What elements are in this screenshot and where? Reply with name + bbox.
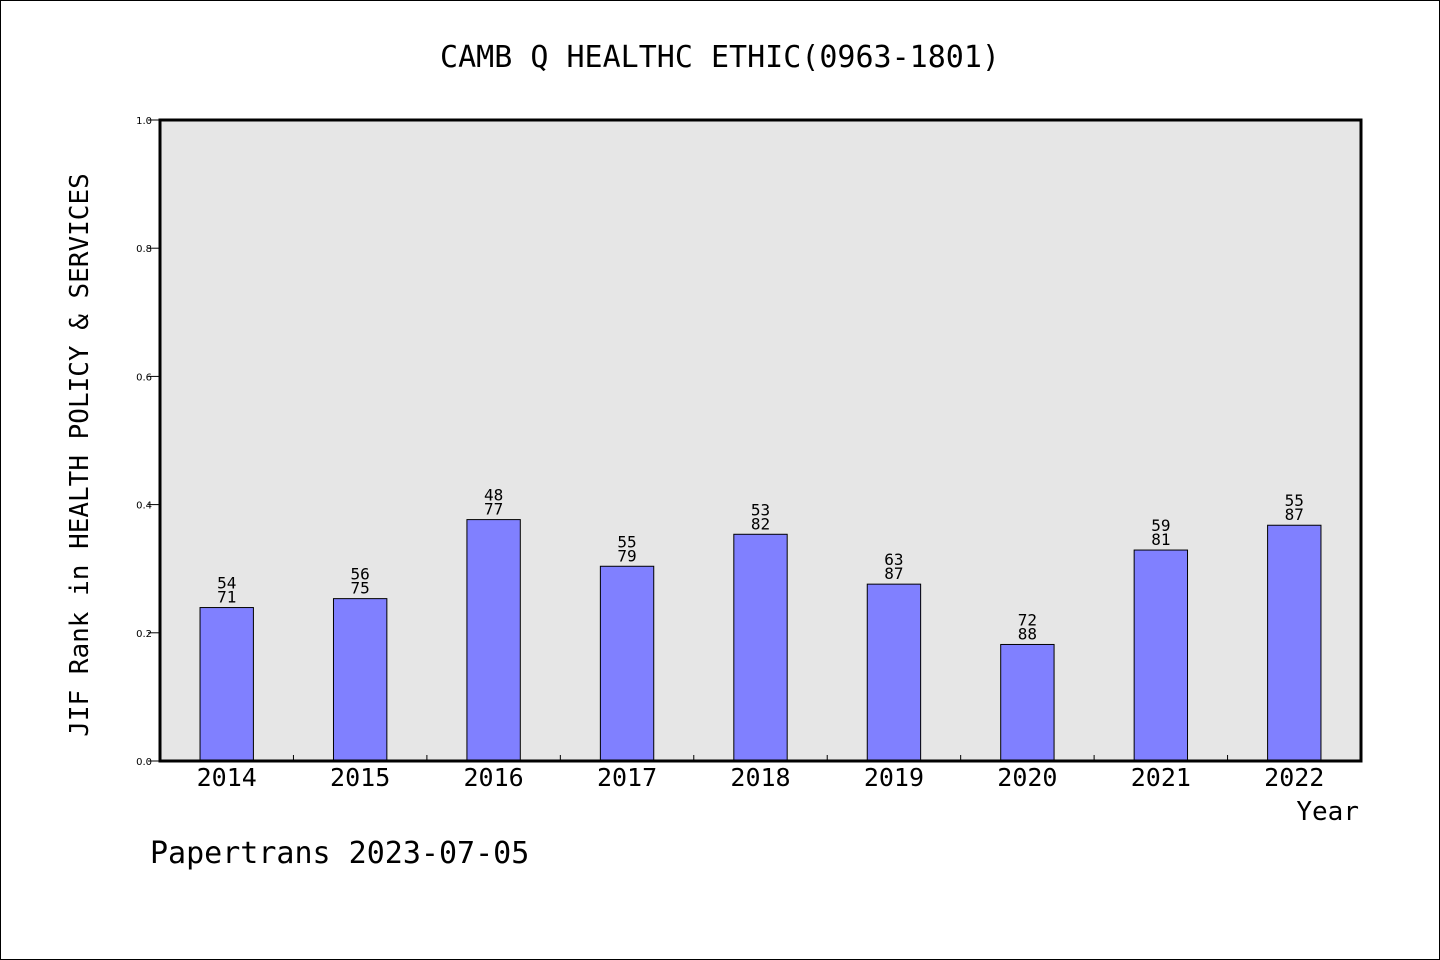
bar-2018 — [733, 533, 788, 762]
y-tick-label: 1.0 — [136, 116, 152, 127]
data-label-rank: 48 — [484, 486, 503, 505]
bar-2021 — [1133, 549, 1189, 762]
x-tick-label: 2021 — [1131, 763, 1191, 792]
x-tick-label: 2022 — [1264, 763, 1324, 792]
data-label-total: 75 — [351, 579, 370, 598]
data-label-total: 88 — [1018, 624, 1037, 643]
x-tick-label: 2014 — [197, 763, 257, 792]
bar-2022 — [1267, 524, 1322, 762]
chart-title: CAMB Q HEALTHC ETHIC(0963-1801) — [440, 40, 1000, 75]
bar-2019 — [866, 583, 922, 762]
y-tick-label: 0.4 — [136, 501, 152, 512]
x-axis-label: Year — [1296, 797, 1359, 827]
x-tick-label: 2016 — [464, 763, 524, 792]
data-label-total: 81 — [1151, 530, 1170, 549]
data-label-total: 79 — [617, 546, 636, 565]
plot-border — [158, 118, 1363, 763]
bar-series — [199, 519, 1322, 762]
x-tick-label: 2019 — [864, 763, 924, 792]
bar-2014 — [199, 607, 254, 762]
data-label-rank: 59 — [1151, 516, 1170, 535]
data-label-total: 87 — [884, 564, 903, 583]
y-tick-label: 0.0 — [136, 757, 152, 768]
data-label-rank: 56 — [351, 565, 370, 584]
footer-text: Papertrans 2023-07-05 — [150, 836, 529, 871]
bar-2015 — [332, 598, 388, 762]
data-label-total: 87 — [1285, 505, 1304, 524]
y-axis: 0.0 0.2 0.4 0.6 0.8 1.0 — [136, 116, 160, 768]
data-label-total: 71 — [217, 588, 236, 607]
data-label-rank: 72 — [1018, 610, 1037, 629]
x-tick-label: 2020 — [997, 763, 1057, 792]
data-label-total: 82 — [751, 514, 770, 533]
data-label-rank: 55 — [1285, 491, 1304, 510]
y-tick-label: 0.2 — [136, 629, 152, 640]
x-tick-label: 2018 — [730, 763, 790, 792]
bar-2020 — [1000, 643, 1055, 762]
data-label-total: 77 — [484, 500, 503, 519]
bar-2016 — [466, 519, 521, 762]
data-label-rank: 53 — [751, 500, 770, 519]
data-label-rank: 63 — [884, 550, 903, 569]
x-tick-label: 2015 — [330, 763, 390, 792]
bar-2017 — [599, 565, 655, 762]
data-label-rank: 54 — [217, 574, 236, 593]
data-label-rank: 55 — [617, 532, 636, 551]
y-axis-label: JIF Rank in HEALTH POLICY & SERVICES — [65, 173, 95, 737]
y-tick-label: 0.6 — [136, 372, 152, 383]
y-tick-label: 0.8 — [136, 244, 152, 255]
x-tick-label: 2017 — [597, 763, 657, 792]
x-axis: 2014 2015 2016 2017 2018 2019 2020 2021 2022 — [197, 755, 1324, 792]
